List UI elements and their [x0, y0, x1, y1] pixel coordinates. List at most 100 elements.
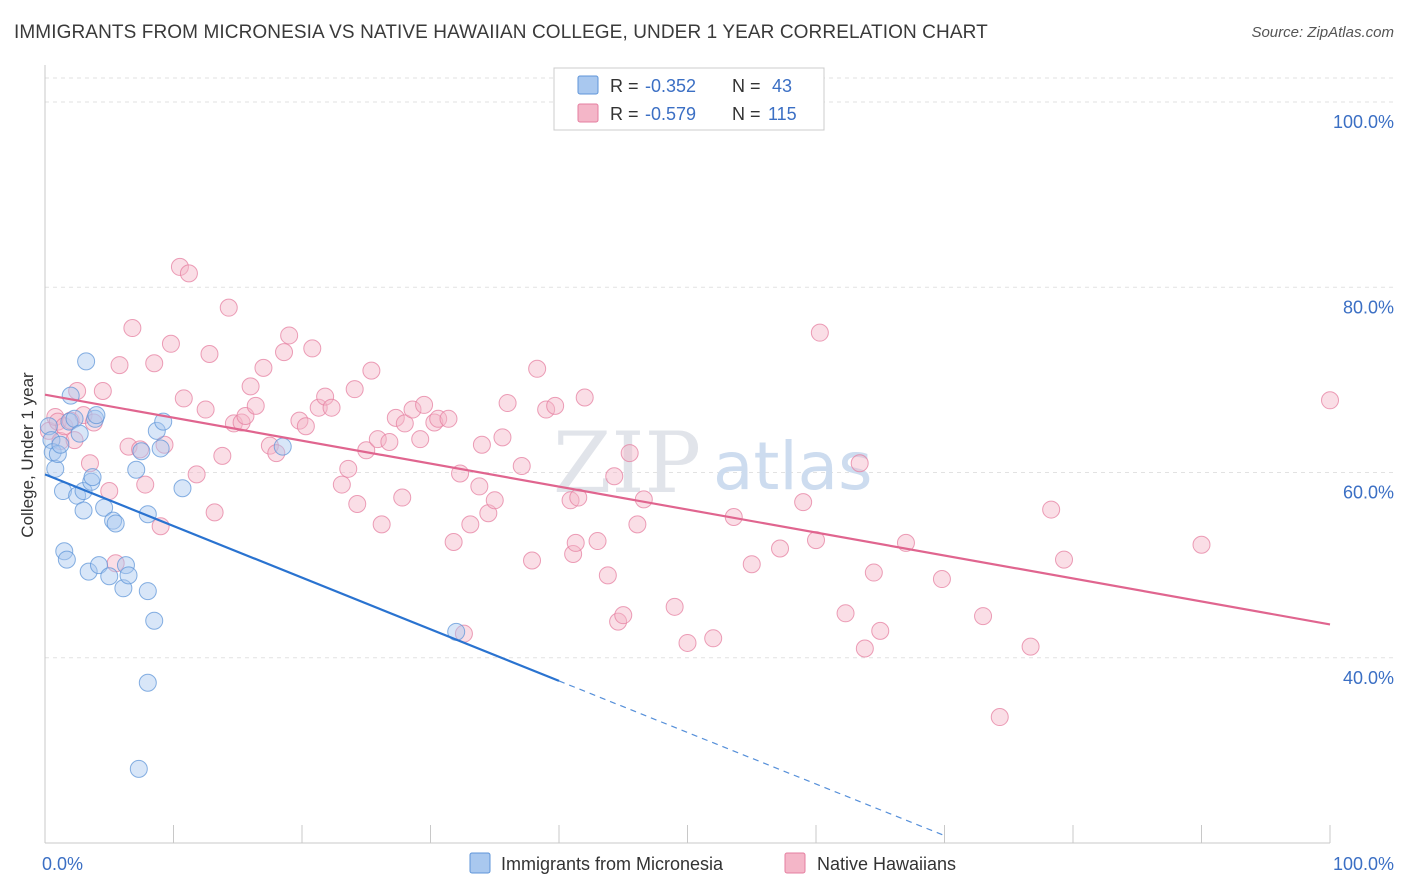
point-hawaiian-70 [470, 477, 489, 496]
point-hawaiian-88 [605, 467, 624, 486]
point-micronesia-15 [74, 501, 93, 520]
trend-line-hawaiian [44, 393, 1331, 626]
legend-bottom: Immigrants from Micronesia Native Hawaii… [469, 852, 956, 874]
point-hawaiian-65 [439, 409, 458, 428]
point-micronesia-19 [83, 468, 102, 487]
point-hawaiian-71 [472, 435, 491, 454]
watermark: ZIP atlas [553, 414, 873, 512]
point-hawaiian-104 [850, 454, 869, 473]
point-micronesia-35 [145, 611, 164, 630]
point-hawaiian-85 [575, 388, 594, 407]
point-hawaiian-37 [254, 358, 273, 377]
legend-r-value-micronesia: -0.352 [645, 76, 696, 96]
legend-n-value-micronesia: 43 [772, 76, 792, 96]
point-hawaiian-55 [372, 515, 391, 534]
point-hawaiian-87 [598, 566, 617, 585]
gridlines [45, 77, 1395, 659]
point-hawaiian-75 [498, 394, 517, 413]
point-hawaiian-106 [864, 563, 883, 582]
legend-swatch-micronesia [577, 75, 599, 95]
point-micronesia-0 [39, 417, 58, 436]
point-hawaiian-27 [196, 400, 215, 419]
point-hawaiian-113 [1042, 500, 1061, 519]
point-hawaiian-116 [1321, 391, 1339, 410]
point-hawaiian-92 [628, 515, 647, 534]
point-hawaiian-57 [386, 408, 405, 427]
point-hawaiian-11 [93, 382, 112, 401]
y-tick-label-3: 40.0% [1343, 668, 1394, 688]
legend-bottom-label-micronesia: Immigrants from Micronesia [501, 854, 724, 874]
point-hawaiian-53 [362, 361, 381, 380]
point-micronesia-28 [116, 556, 135, 575]
chart-title: IMMIGRANTS FROM MICRONESIA VS NATIVE HAW… [14, 22, 988, 43]
y-tick-label-0: 100.0% [1333, 112, 1394, 132]
point-hawaiian-62 [415, 395, 434, 414]
point-hawaiian-77 [523, 551, 542, 570]
point-micronesia-8 [57, 550, 76, 569]
point-hawaiian-31 [219, 298, 238, 317]
point-hawaiian-95 [678, 633, 697, 652]
point-hawaiian-78 [528, 359, 547, 378]
point-micronesia-21 [87, 406, 106, 425]
point-hawaiian-109 [932, 570, 951, 589]
y-axis-title: College, Under 1 year [18, 372, 37, 538]
point-hawaiian-93 [634, 490, 653, 509]
legend-box: R = -0.352 N = 43 R = -0.579 N = 115 [553, 67, 825, 131]
legend-box-frame [553, 67, 825, 131]
axes [44, 65, 1331, 844]
point-hawaiian-26 [187, 465, 206, 484]
point-hawaiian-36 [246, 396, 265, 415]
point-hawaiian-74 [493, 428, 512, 447]
point-micronesia-31 [132, 442, 151, 461]
point-hawaiian-60 [403, 400, 422, 419]
point-hawaiian-18 [136, 475, 155, 494]
point-micronesia-30 [127, 460, 146, 479]
point-micronesia-41 [273, 437, 292, 456]
point-hawaiian-56 [380, 432, 399, 451]
point-micronesia-22 [89, 556, 108, 575]
point-hawaiian-73 [485, 491, 504, 510]
point-micronesia-25 [104, 511, 123, 530]
point-hawaiian-83 [566, 533, 585, 552]
point-hawaiian-1 [46, 407, 65, 426]
trend-lines [44, 393, 1331, 837]
point-hawaiian-39 [267, 444, 286, 463]
point-hawaiian-102 [810, 323, 829, 342]
legend-bottom-label-hawaiian: Native Hawaiians [817, 854, 956, 874]
point-hawaiian-51 [348, 495, 367, 514]
legend-swatch-hawaiian [577, 103, 599, 123]
point-hawaiian-44 [303, 339, 322, 358]
point-hawaiian-46 [316, 387, 335, 406]
point-hawaiian-22 [161, 334, 180, 353]
legend-r-value-hawaiian: -0.579 [645, 104, 696, 124]
chart-source: Source: ZipAtlas.com [1251, 24, 1394, 41]
point-hawaiian-48 [332, 475, 351, 494]
trend-line-micronesia [44, 473, 560, 682]
point-hawaiian-35 [241, 377, 260, 396]
point-micronesia-10 [61, 386, 80, 405]
tick-labels: 100.0% 80.0% 60.0% 40.0% 0.0% 100.0% [42, 112, 1394, 874]
legend-r-label-hawaiian: R = [610, 104, 639, 124]
point-hawaiian-115 [1192, 535, 1211, 554]
point-micronesia-37 [151, 439, 170, 458]
point-hawaiian-90 [614, 606, 633, 625]
point-hawaiian-107 [871, 621, 890, 640]
point-hawaiian-69 [461, 515, 480, 534]
point-hawaiian-23 [170, 257, 189, 276]
point-hawaiian-50 [345, 380, 364, 399]
point-micronesia-16 [77, 352, 96, 371]
point-hawaiian-105 [855, 639, 874, 658]
trend-extension-micronesia [558, 680, 945, 837]
point-hawaiian-98 [742, 555, 761, 574]
point-micronesia-9 [60, 412, 79, 431]
point-micronesia-36 [147, 421, 166, 440]
point-hawaiian-79 [537, 400, 556, 419]
point-micronesia-3 [46, 459, 65, 478]
point-hawaiian-91 [620, 444, 639, 463]
point-micronesia-39 [173, 479, 192, 498]
point-hawaiian-40 [275, 343, 294, 362]
x-tick-label-right: 100.0% [1333, 854, 1394, 874]
point-hawaiian-59 [395, 414, 414, 433]
point-hawaiian-112 [1021, 637, 1040, 656]
point-hawaiian-25 [179, 264, 198, 283]
